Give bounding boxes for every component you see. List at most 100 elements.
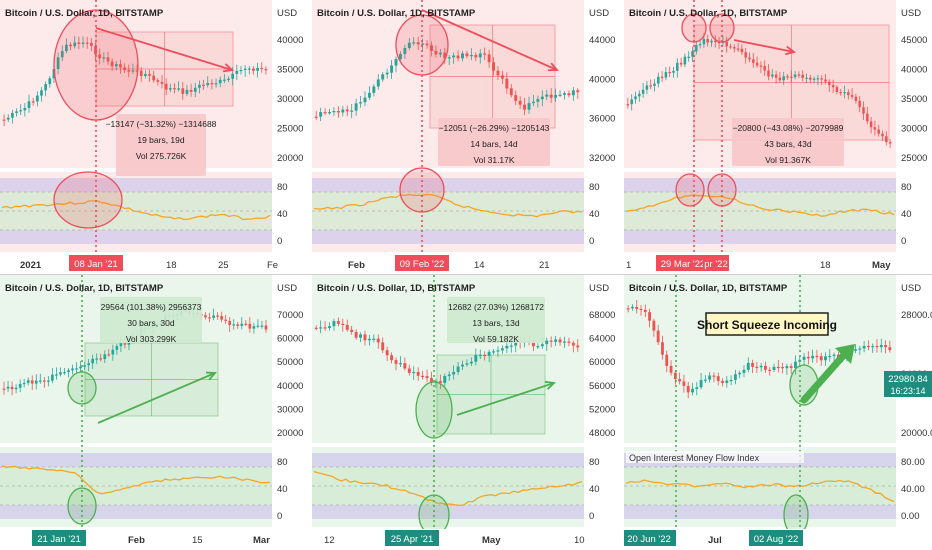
candle-body (56, 57, 60, 70)
price-tick-label: 25000 (901, 153, 927, 164)
candle-body (131, 70, 135, 72)
candle-body (42, 380, 46, 382)
candle-body (725, 41, 728, 47)
price-tick-label: 36000 (589, 114, 615, 125)
date-tick-label: 10 (574, 535, 585, 546)
candle-body (527, 103, 531, 110)
candle-body (390, 355, 394, 361)
candle-body (26, 380, 30, 383)
chart-panel-2: −12051 (−26.29%) −1205143 14 bars, 14d Vol… (312, 0, 622, 275)
candle-body (403, 363, 407, 369)
highlight-date-text: 21 Jan '21 (37, 534, 81, 545)
trend-arrow (456, 382, 555, 416)
candle-body (367, 338, 371, 341)
candle-body (661, 342, 664, 355)
candle-body (873, 127, 877, 130)
measure-label-line: 13 bars, 13d (472, 318, 520, 328)
candle-body (461, 53, 464, 59)
highlight-date-tag-box (656, 255, 710, 271)
candle-body (185, 89, 189, 94)
candle-body (114, 64, 118, 67)
highlight-circle (681, 13, 707, 43)
candle-body (717, 42, 721, 44)
candle-body (231, 73, 235, 79)
candle-body (152, 75, 156, 81)
price-tick-label: 64000 (589, 334, 615, 345)
candle-body (721, 380, 724, 384)
candle-body (785, 366, 789, 369)
candle-body (782, 76, 785, 81)
candle-body (748, 57, 751, 60)
candle-body (759, 365, 763, 368)
price-tick-label: 50000 (277, 357, 303, 368)
candle-body (260, 325, 264, 327)
candle-body (248, 323, 252, 329)
candle-body (110, 61, 114, 67)
highlight-date-tag: 25 Apr '21 (385, 530, 439, 546)
oscillator-tick-label: 80 (589, 457, 600, 468)
candle-body (768, 369, 772, 372)
date-tick-label: May (482, 535, 501, 546)
candle-body (755, 62, 759, 66)
candle-body (434, 50, 438, 55)
date-tick-label: 25 (218, 260, 229, 271)
candle-body (469, 54, 473, 57)
candle-body (815, 355, 819, 358)
measure-label-line: 12682 (27.03%) 1268172 (448, 302, 544, 312)
candle-body (83, 365, 86, 367)
candle-body (34, 380, 38, 384)
candle-body (345, 324, 349, 330)
candle-body (232, 324, 236, 326)
candle-body (23, 107, 27, 111)
candle-body (500, 348, 504, 351)
price-tick-label: 30000 (277, 94, 303, 105)
oscillator-tick-label: 0 (589, 236, 594, 247)
candle-body (214, 83, 218, 85)
candle-body (755, 366, 759, 369)
price-tick-label: 20000.00 (901, 428, 932, 439)
candle-body (385, 72, 389, 75)
candle-body (44, 84, 48, 91)
candle-body (487, 351, 491, 356)
measure-label-line: 43 bars, 43d (764, 139, 812, 149)
candle-body (801, 74, 804, 78)
price-tick-label: 35000 (277, 65, 303, 76)
candle-body (51, 374, 54, 381)
candle-body (563, 341, 566, 343)
date-tick-label: 18 (820, 260, 831, 271)
oscillator-tick-label: 0 (589, 511, 594, 522)
candle-body (545, 340, 549, 345)
candle-body (363, 97, 367, 103)
candle-body (703, 379, 707, 381)
candle-body (144, 74, 147, 76)
trend-arrow-head (544, 380, 556, 390)
candle-body (571, 342, 575, 346)
candle-body (328, 112, 331, 114)
chart-panel-4: 29564 (101.38%) 2956373 30 bars, 30d Vol 3… (0, 275, 310, 550)
candle-body (714, 40, 717, 43)
candle-body (843, 92, 846, 94)
candle-body (695, 387, 699, 389)
candle-body (487, 54, 491, 63)
candle-body (641, 89, 645, 94)
candle-body (695, 45, 698, 52)
candle-body (786, 76, 789, 78)
candle-body (336, 111, 340, 113)
chart-panel-6: Bitcoin / U.S. Dollar, 1D, BITSTAMP USD 28… (624, 275, 932, 550)
last-price-time: 16:23:14 (890, 386, 925, 396)
candle-body (69, 44, 72, 47)
candle-body (708, 375, 712, 380)
price-tick-label: 60000 (589, 357, 615, 368)
candle-body (656, 330, 660, 343)
candle-body (540, 96, 544, 100)
candle-body (264, 325, 268, 330)
candle-body (682, 381, 686, 386)
measure-label-line: Vol 91.367K (765, 155, 811, 165)
candle-body (686, 385, 690, 393)
chart-panel-3: −20800 (−43.08%) −2079989 43 bars, 43d Vol… (624, 0, 932, 275)
candle-body (212, 315, 215, 318)
date-tick-label: 18 (166, 260, 177, 271)
price-tick-label: 68000 (589, 310, 615, 321)
candle-body (372, 338, 376, 340)
candle-body (725, 380, 729, 384)
